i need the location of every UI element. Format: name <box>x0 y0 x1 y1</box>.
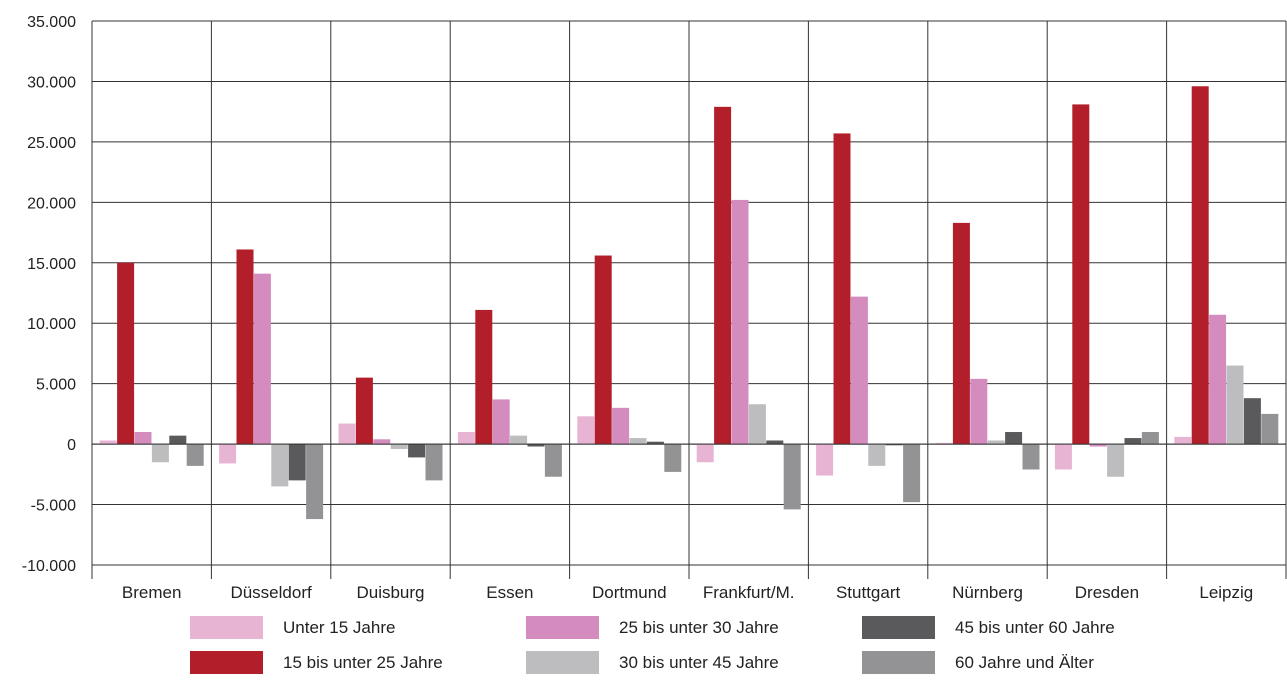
bar <box>1072 104 1090 445</box>
bar <box>1107 444 1125 477</box>
bar <box>970 378 988 445</box>
legend-swatch <box>526 651 599 674</box>
bar <box>253 273 271 445</box>
bar <box>629 438 647 445</box>
bar <box>935 442 953 445</box>
bar <box>338 423 356 445</box>
bar <box>612 407 630 445</box>
bar <box>99 440 117 445</box>
legend-swatch <box>862 616 935 639</box>
bar <box>117 262 135 445</box>
legend-label: 15 bis unter 25 Jahre <box>283 653 443 672</box>
bar <box>766 440 784 445</box>
y-tick-label: 5.000 <box>36 377 76 394</box>
bar <box>646 441 664 445</box>
bar <box>510 435 528 445</box>
bar <box>714 106 732 445</box>
x-tick-label: Leipzig <box>1199 583 1253 602</box>
y-tick-label: -10.000 <box>22 558 76 575</box>
bars <box>99 86 1279 520</box>
y-tick-label: 0 <box>67 437 76 454</box>
legend-label: 25 bis unter 30 Jahre <box>619 618 779 637</box>
bar <box>1005 432 1023 445</box>
bar <box>492 399 510 445</box>
bar <box>885 444 903 446</box>
bar <box>151 444 169 463</box>
bar <box>288 444 306 481</box>
x-tick-label: Bremen <box>122 583 182 602</box>
y-tick-label: 25.000 <box>27 135 76 152</box>
y-tick-label: -5.000 <box>31 498 76 515</box>
x-tick-label: Düsseldorf <box>230 583 312 602</box>
legend-swatch <box>526 616 599 639</box>
bar <box>1054 444 1072 470</box>
legend-label: 45 bis unter 60 Jahre <box>955 618 1115 637</box>
bar <box>748 404 766 445</box>
bar <box>783 444 801 510</box>
bar <box>1022 444 1040 470</box>
bar <box>271 444 289 487</box>
bar <box>833 133 851 445</box>
y-tick-label: 20.000 <box>27 195 76 212</box>
legend-swatch <box>190 616 263 639</box>
bar <box>664 444 682 472</box>
bar <box>1174 436 1192 445</box>
bar <box>850 296 868 445</box>
y-tick-labels: -10.000 -5.000 0 5.000 10.000 15.000 20.000 25.… <box>22 14 76 575</box>
bar <box>1243 398 1261 445</box>
axes <box>91 21 1287 579</box>
x-tick-labels: Bremen Düsseldorf Duisburg Essen Dortmund Fra… <box>122 583 1253 602</box>
bar <box>355 377 373 445</box>
x-tick-label: Stuttgart <box>836 583 901 602</box>
legend-label: 60 Jahre und Älter <box>955 653 1094 672</box>
bar <box>731 199 749 445</box>
bar <box>475 309 493 445</box>
bar <box>457 432 475 445</box>
bar <box>987 440 1005 445</box>
bar <box>903 444 921 503</box>
y-tick-label: 30.000 <box>27 74 76 91</box>
bar <box>816 444 834 476</box>
y-tick-label: 15.000 <box>27 256 76 273</box>
bar <box>527 444 545 447</box>
bar <box>952 222 970 445</box>
legend-swatch <box>862 651 935 674</box>
bar <box>1191 86 1209 445</box>
x-tick-label: Dresden <box>1075 583 1139 602</box>
legend: Unter 15 Jahre 15 bis unter 25 Jahre 25 bi… <box>190 616 1115 674</box>
x-tick-label: Nürnberg <box>952 583 1023 602</box>
legend-label: Unter 15 Jahre <box>283 618 395 637</box>
bar <box>696 444 714 463</box>
bar <box>1141 432 1159 445</box>
bar <box>1089 444 1107 447</box>
bar <box>169 435 187 445</box>
bar <box>577 416 595 445</box>
legend-label: 30 bis unter 45 Jahre <box>619 653 779 672</box>
bar <box>1226 365 1244 445</box>
bar <box>425 444 443 481</box>
x-tick-label: Duisburg <box>356 583 424 602</box>
x-tick-label: Frankfurt/M. <box>703 583 795 602</box>
bar <box>236 249 254 445</box>
bar <box>594 255 612 445</box>
bar <box>390 444 408 449</box>
bar <box>408 444 426 458</box>
legend-swatch <box>190 651 263 674</box>
bar <box>373 439 391 445</box>
y-tick-label: 35.000 <box>27 14 76 31</box>
y-tick-label: 10.000 <box>27 316 76 333</box>
bar <box>868 444 886 466</box>
bar <box>134 432 152 445</box>
x-tick-label: Essen <box>486 583 533 602</box>
bar <box>306 444 324 520</box>
x-tick-label: Dortmund <box>592 583 667 602</box>
bar <box>219 444 237 464</box>
bar <box>544 444 562 477</box>
bar <box>1124 438 1142 445</box>
bar <box>1261 413 1279 445</box>
bar <box>186 444 204 466</box>
bar <box>1209 314 1227 445</box>
